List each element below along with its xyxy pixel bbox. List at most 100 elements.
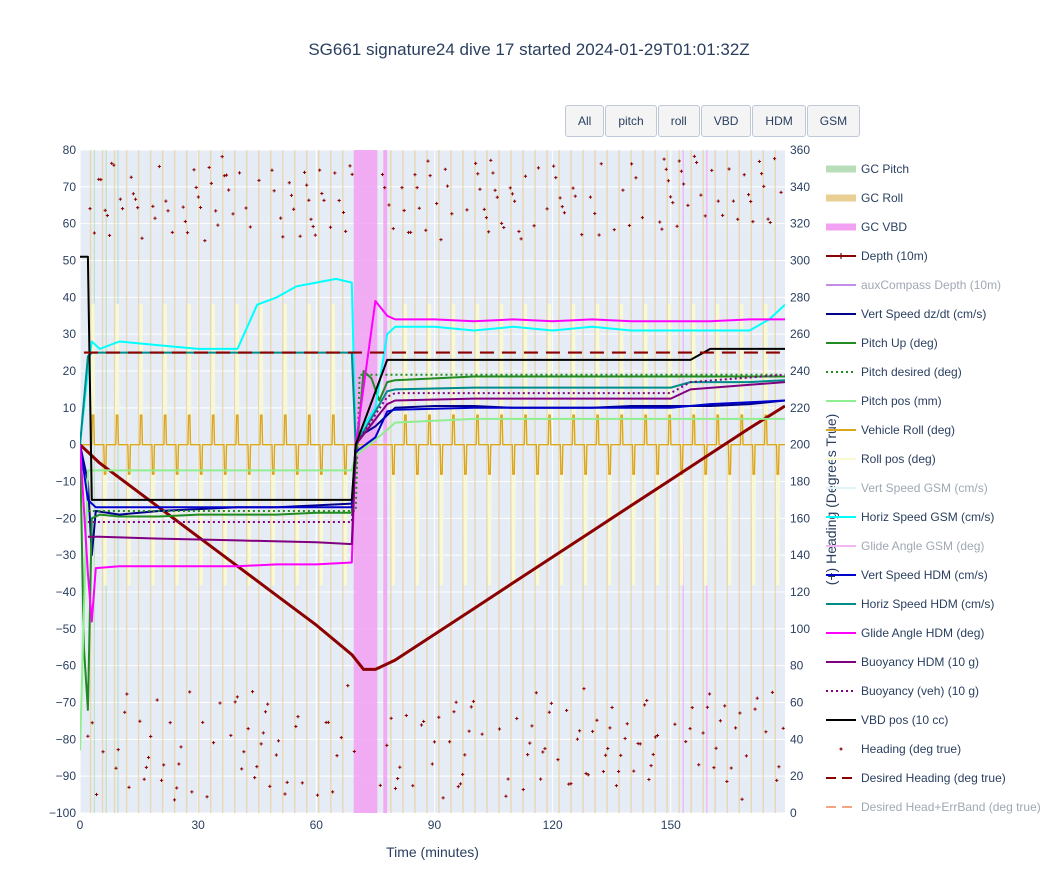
y-tick-label: −60 — [56, 659, 77, 673]
legend-item[interactable]: auxCompass Depth (10m) — [826, 270, 1056, 299]
y2-tick-label: 200 — [790, 438, 810, 452]
gc-roll-band — [414, 150, 416, 813]
legend-item[interactable]: Buoyancy (veh) (10 g) — [826, 676, 1056, 705]
legend-label: Roll pos (deg) — [861, 451, 936, 466]
gc-roll-band — [270, 150, 272, 813]
legend-swatch — [839, 747, 843, 750]
y-tick-label: −10 — [56, 475, 77, 489]
legend-item[interactable]: Desired Heading (deg true) — [826, 763, 1056, 792]
series-vbd-pos-10-cc — [80, 255, 785, 501]
gc-roll-band — [450, 150, 452, 813]
legend-swatch — [826, 252, 856, 259]
series-vehicle-roll — [80, 414, 785, 475]
button-roll[interactable]: roll — [657, 105, 700, 137]
legend-item[interactable]: VBD pos (10 cc) — [826, 705, 1056, 734]
legend-item[interactable]: Vert Speed HDM (cm/s) — [826, 560, 1056, 589]
legend-swatch — [826, 457, 856, 460]
button-pitch[interactable]: pitch — [605, 105, 657, 137]
legend-item[interactable]: GC Pitch — [826, 154, 1056, 183]
y2-tick-label: 0 — [790, 806, 797, 820]
legend-label: Vehicle Roll (deg) — [861, 422, 956, 437]
y2-tick-label: 300 — [790, 254, 810, 268]
legend-item[interactable]: Horiz Speed GSM (cm/s) — [826, 502, 1056, 531]
series-heading-deg-true — [86, 154, 785, 802]
x-tick-label: 0 — [77, 818, 84, 832]
legend-item[interactable]: Glide Angle GSM (deg) — [826, 531, 1056, 560]
legend-item[interactable]: Depth (10m) — [826, 241, 1056, 270]
y2-tick-label: 120 — [790, 585, 810, 599]
gc-roll-band — [294, 150, 296, 813]
gc-vbd-band — [383, 150, 388, 813]
button-vbd[interactable]: VBD — [700, 105, 752, 137]
y2-tick-label: 100 — [790, 622, 810, 636]
legend-label: Heading (deg true) — [861, 741, 962, 756]
legend-swatch — [826, 515, 856, 518]
y2-tick-label: 240 — [790, 364, 810, 378]
y2-tick-label: 280 — [790, 290, 810, 304]
legend-swatch — [826, 341, 856, 344]
legend-swatch — [826, 660, 856, 663]
gc-pitch-band — [93, 150, 95, 813]
gc-roll-band — [522, 150, 524, 813]
y-tick-label: −80 — [56, 732, 77, 746]
gc-roll-band — [546, 150, 548, 813]
legend-swatch — [826, 544, 856, 547]
legend-label: GC Pitch — [861, 161, 910, 176]
gc-roll-band — [594, 150, 596, 813]
gc-roll-band — [306, 150, 308, 813]
y2-tick-label: 340 — [790, 180, 810, 194]
gc-roll-band — [474, 150, 476, 813]
y-tick-label: −20 — [56, 511, 77, 525]
x-tick-label: 150 — [661, 818, 681, 832]
legend-item[interactable]: Buoyancy HDM (10 g) — [826, 647, 1056, 676]
gc-roll-band — [113, 150, 116, 813]
legend-item[interactable]: Horiz Speed HDM (cm/s) — [826, 589, 1056, 618]
y-tick-label: 10 — [63, 401, 77, 415]
legend-label: Glide Angle GSM (deg) — [861, 538, 985, 553]
button-gsm[interactable]: GSM — [806, 105, 861, 137]
button-hdm[interactable]: HDM — [752, 105, 806, 137]
legend-label: Horiz Speed HDM (cm/s) — [861, 596, 995, 611]
legend-item[interactable]: Vehicle Roll (deg) — [826, 415, 1056, 444]
axes: 80706050403020100−10−20−30−40−50−60−70−8… — [49, 143, 839, 860]
legend-label: Horiz Speed GSM (cm/s) — [861, 509, 995, 524]
x-tick-label: 30 — [191, 818, 205, 832]
y2-tick-label: 80 — [790, 659, 804, 673]
legend-label: Desired Head+ErrBand (deg true) — [861, 799, 1041, 814]
button-all[interactable]: All — [565, 105, 605, 137]
gc-roll-band — [654, 150, 656, 813]
gc-roll-band — [558, 150, 560, 813]
gc-roll-band — [678, 150, 680, 813]
legend-item[interactable]: Roll pos (deg) — [826, 444, 1056, 473]
legend-label: Vert Speed GSM (cm/s) — [861, 480, 988, 495]
legend-item[interactable]: Vert Speed dz/dt (cm/s) — [826, 299, 1056, 328]
legend-swatch — [826, 428, 856, 431]
gc-roll-band — [282, 150, 284, 813]
series-vert-speed-dz-dt-cm-s — [80, 399, 785, 557]
legend-item[interactable]: Pitch Up (deg) — [826, 328, 1056, 357]
legend-label: Glide Angle HDM (deg) — [861, 625, 985, 640]
legend-item[interactable]: Pitch desired (deg) — [826, 357, 1056, 386]
gc-roll-band — [582, 150, 584, 813]
legend-label: Vert Speed HDM (cm/s) — [861, 567, 988, 582]
x-tick-label: 90 — [428, 818, 442, 832]
legend-item[interactable]: Heading (deg true) — [826, 734, 1056, 763]
legend-item[interactable]: Desired Head+ErrBand (deg true) — [826, 792, 1056, 821]
legend-item[interactable]: Glide Angle HDM (deg) — [826, 618, 1056, 647]
x-axis-label: Time (minutes) — [386, 844, 479, 860]
legend-swatch — [826, 312, 856, 315]
legend-label: Buoyancy (veh) (10 g) — [861, 683, 980, 698]
gc-roll-band — [258, 150, 260, 813]
data-layer — [80, 150, 785, 813]
y-tick-label: 40 — [63, 290, 77, 304]
legend-label: auxCompass Depth (10m) — [861, 277, 1002, 292]
legend-item[interactable]: Vert Speed GSM (cm/s) — [826, 473, 1056, 502]
legend-item[interactable]: Pitch pos (mm) — [826, 386, 1056, 415]
gc-roll-band — [426, 150, 428, 813]
gc-roll-band — [618, 150, 620, 813]
gc-roll-band — [330, 150, 332, 813]
y-tick-label: 80 — [63, 143, 77, 157]
gc-roll-band — [534, 150, 536, 813]
legend-item[interactable]: GC VBD — [826, 212, 1056, 241]
legend-item[interactable]: GC Roll — [826, 183, 1056, 212]
